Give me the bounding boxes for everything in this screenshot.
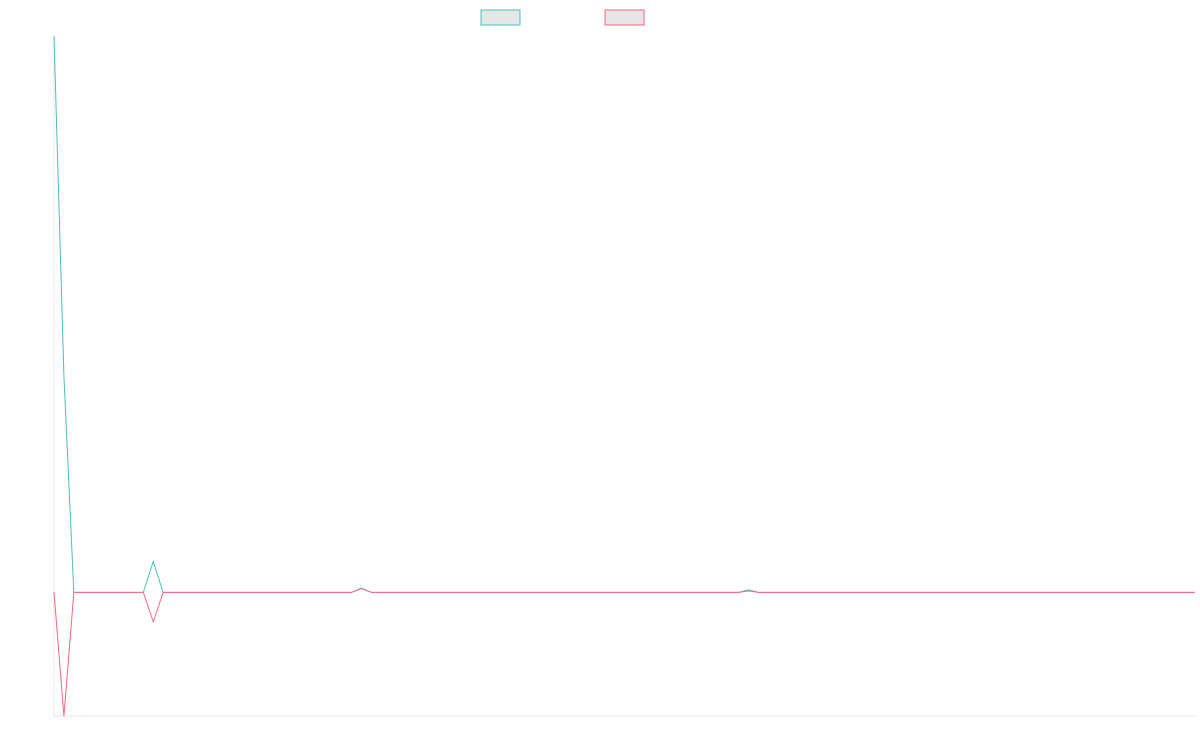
legend[interactable] xyxy=(480,9,645,26)
series-line-1 xyxy=(53,588,1195,717)
series-layer xyxy=(53,35,1195,717)
legend-swatch-0[interactable] xyxy=(480,9,521,26)
series-line-0 xyxy=(53,35,1195,593)
legend-swatch-1[interactable] xyxy=(604,9,645,26)
